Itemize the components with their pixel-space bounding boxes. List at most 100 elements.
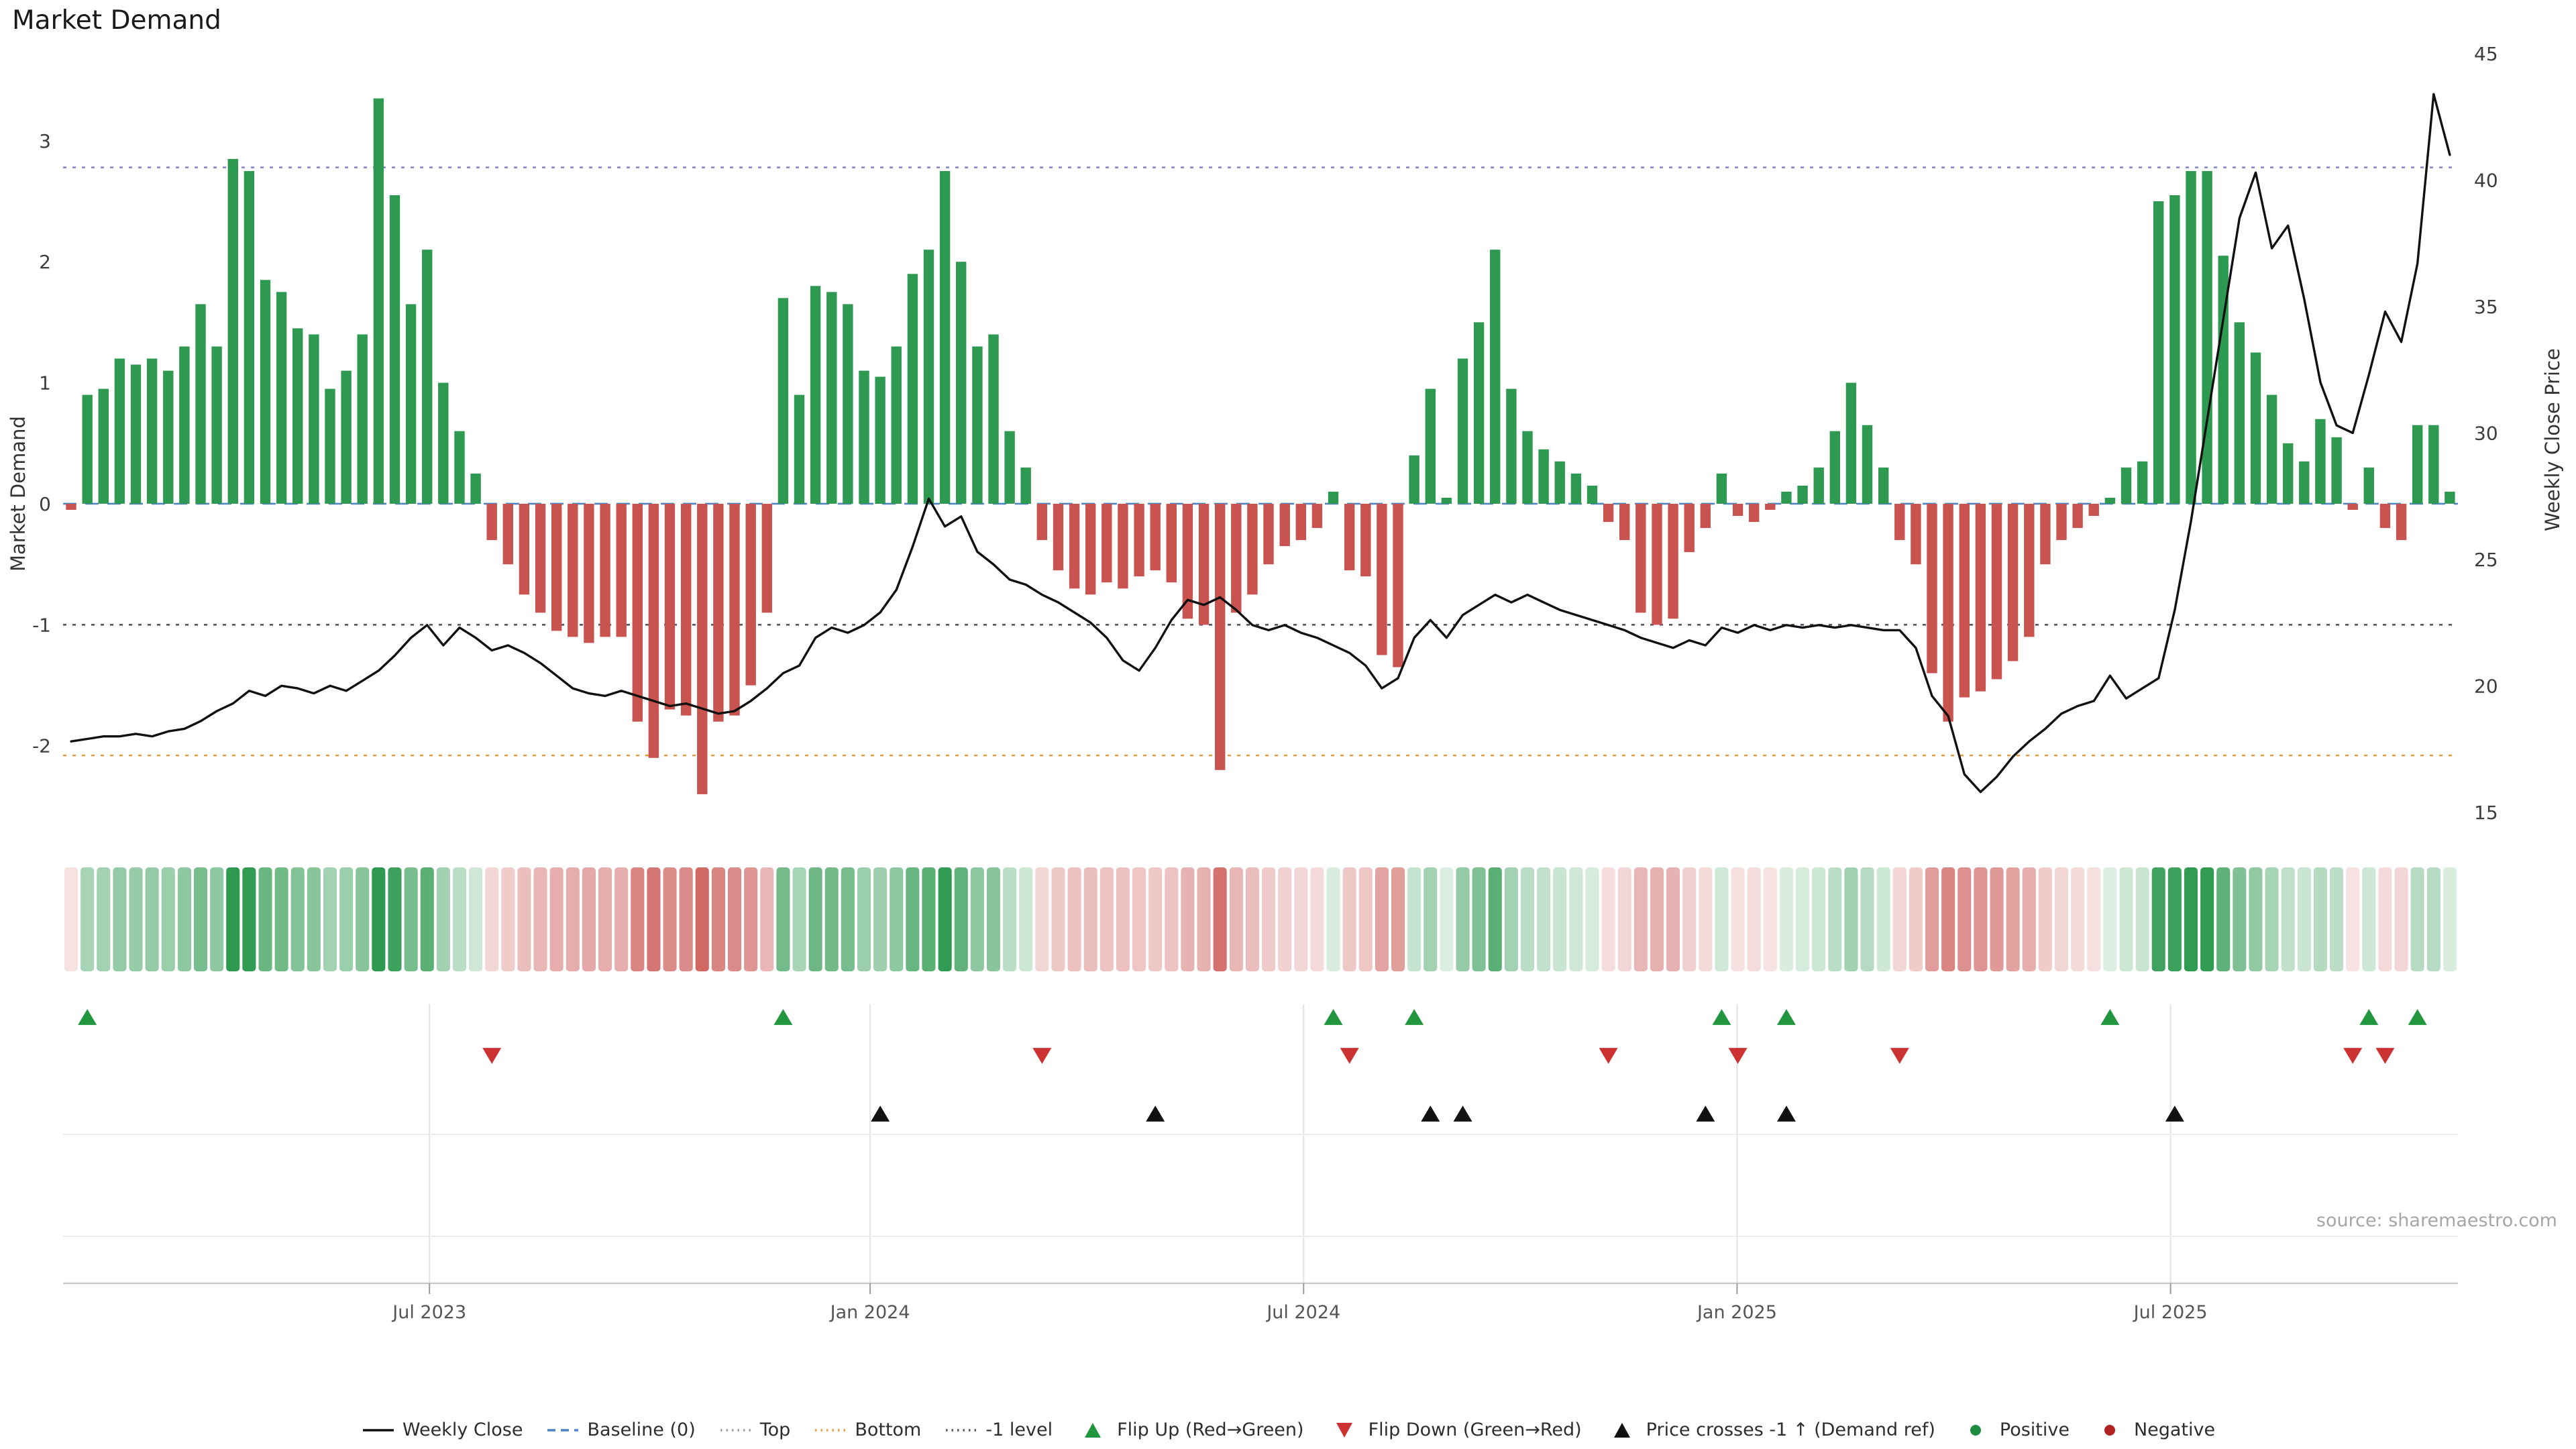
heatmap-cell (679, 867, 693, 971)
demand-bar (1538, 449, 1549, 504)
heatmap-cell (1424, 867, 1438, 971)
flip-up-marker (2359, 1009, 2379, 1025)
demand-bar (713, 504, 724, 722)
heatmap-cell (501, 867, 515, 971)
demand-bar (1441, 498, 1452, 504)
heatmap-cell (744, 867, 758, 971)
y-tick-label-right: 20 (2474, 675, 2498, 697)
demand-bar (1911, 504, 1921, 565)
demand-bar (859, 370, 869, 504)
demand-bar (1619, 504, 1630, 541)
demand-bar (1231, 504, 1242, 613)
heatmap-cell (1941, 867, 1955, 971)
heatmap-cell (1148, 867, 1163, 971)
flip-up-marker (1712, 1009, 1731, 1025)
demand-bar (1215, 504, 1226, 770)
flip-down-marker (1599, 1048, 1618, 1064)
demand-bar (584, 504, 594, 643)
demand-bar (794, 394, 805, 504)
heatmap-cell (2200, 867, 2214, 971)
heatmap-cell (1472, 867, 1486, 971)
heatmap-cell (1083, 867, 1097, 971)
legend-label: -1 level (985, 1419, 1053, 1440)
demand-bar (1198, 504, 1210, 625)
demand-bar (1927, 504, 1937, 674)
heatmap-cell (1456, 867, 1470, 971)
y-tick-label-left: 2 (39, 251, 51, 273)
demand-bar (82, 394, 93, 504)
heatmap-cell (1326, 867, 1340, 971)
legend-label: Flip Up (Red→Green) (1117, 1419, 1304, 1440)
demand-bar (2412, 425, 2423, 504)
triangle-down-glyph (1336, 1422, 1352, 1438)
demand-bar (2088, 504, 2099, 516)
demand-bar (777, 298, 789, 504)
legend-item-top: Top (718, 1419, 790, 1440)
demand-bar (2347, 504, 2358, 510)
demand-bar (260, 280, 271, 504)
demand-bar (389, 195, 400, 504)
demand-bar (600, 504, 610, 637)
demand-bar (325, 388, 335, 504)
demand-bar (2283, 443, 2294, 504)
demand-bar (2379, 504, 2391, 529)
demand-bar (939, 171, 951, 504)
demand-bar (1166, 504, 1177, 583)
legend-item-baseline: Baseline (0) (545, 1419, 696, 1440)
demand-bar (2396, 504, 2407, 541)
demand-bar (1554, 461, 1565, 504)
demand-bar (1182, 504, 1193, 619)
demand-bar (2250, 352, 2261, 504)
demand-bar (227, 158, 238, 504)
demand-bar (357, 334, 368, 504)
legend: Weekly Close Baseline (0) Top Bottom -1 leve… (0, 1419, 2576, 1440)
heatmap-cell (1617, 867, 1631, 971)
flip-down-marker (1728, 1048, 1748, 1064)
heatmap-cell (1294, 867, 1308, 971)
heatmap-cell (1358, 867, 1373, 971)
demand-bar (1781, 491, 1792, 504)
heatmap-cell (1099, 867, 1114, 971)
demand-bar (2104, 498, 2116, 504)
heatmap-cell (1666, 867, 1680, 971)
y-tick-label-left: -2 (32, 735, 51, 757)
heatmap-cell (1440, 867, 1454, 971)
y-tick-label-right: 30 (2474, 422, 2498, 444)
demand-bar (1878, 467, 1889, 504)
x-tick-label: Jul 2024 (1265, 1302, 1340, 1323)
flip-down-marker (1890, 1048, 1909, 1064)
demand-bar (664, 504, 676, 710)
dot-glyph (1970, 1424, 1981, 1436)
demand-bar (1522, 431, 1533, 504)
heatmap-cell (1860, 867, 1874, 971)
legend-item-flip-down: Flip Down (Green→Red) (1327, 1419, 1582, 1440)
demand-bar (1344, 504, 1355, 571)
flip-down-marker (1032, 1048, 1052, 1064)
x-tick-label: Jan 2024 (829, 1302, 910, 1323)
demand-bar (454, 431, 465, 504)
demand-bar (1732, 504, 1743, 516)
heatmap-cell (290, 867, 305, 971)
heatmap-cell (1310, 867, 1324, 971)
heatmap-cell (2071, 867, 2085, 971)
heatmap-cell (2135, 867, 2149, 971)
flip-up-marker (2408, 1009, 2427, 1025)
demand-bar (2153, 201, 2164, 504)
heatmap-cell (938, 867, 952, 971)
heatmap-cell (323, 867, 337, 971)
demand-bar (1716, 473, 1727, 504)
demand-bar (2202, 171, 2212, 504)
heatmap-cell (485, 867, 499, 971)
heatmap-cell (1585, 867, 1599, 971)
demand-bar (1360, 504, 1371, 577)
x-tick-label: Jul 2025 (2133, 1302, 2208, 1323)
demand-bar (2024, 504, 2035, 637)
demand-bar (2056, 504, 2067, 541)
triangle-up-glyph (1613, 1422, 1630, 1438)
heatmap-cell (404, 867, 418, 971)
weekly-close-price-line (70, 93, 2451, 794)
demand-bar (373, 98, 384, 504)
demand-bar (2072, 504, 2083, 529)
heatmap-cell (647, 867, 661, 971)
